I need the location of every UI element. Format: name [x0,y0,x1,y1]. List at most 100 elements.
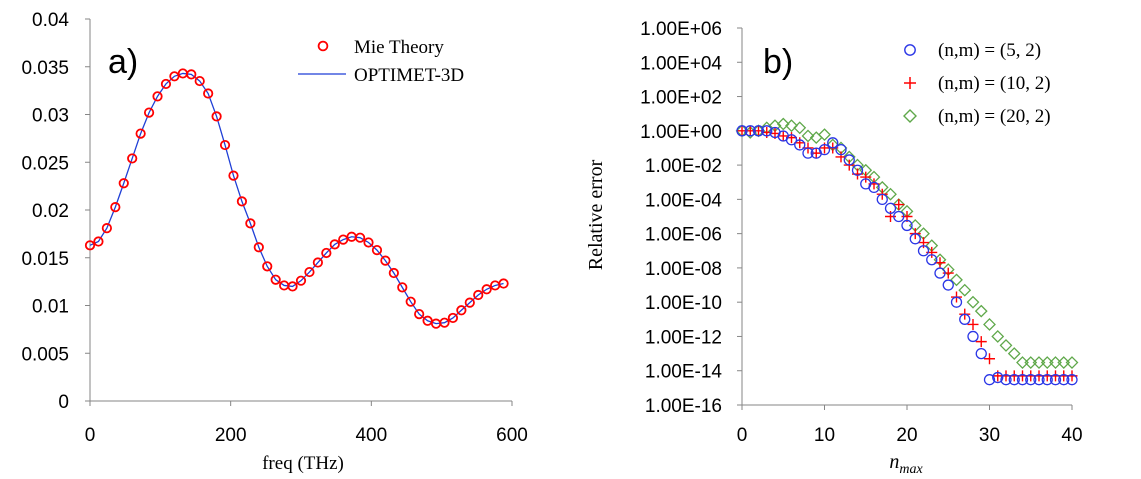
panel-b-y-axis-title: Relative error [585,159,607,270]
panel-a-x-tick-labels: 0 200 400 600 [85,425,528,446]
panel-b-x-tick-label: 10 [814,425,835,446]
series-5-2-point [1058,374,1070,386]
mie-theory-point [363,237,374,248]
series-5-2-point [794,139,806,151]
series-5-2-point [761,125,773,137]
mie-theory-point [110,202,121,213]
panel-b-y-tick-labels: 1.00E+06 1.00E+04 1.00E+02 1.00E+00 1.00E-02… [640,19,722,417]
series-5-2-point [851,164,864,176]
mie-theory-point [354,232,366,243]
series-5-2-point [942,279,954,291]
series-5-2-point [818,143,831,156]
panel-b-y-tick-label: 1.00E-16 [645,396,722,417]
panel-a-plot [84,68,509,329]
mie-theory-point [160,78,172,90]
series-5-2-point [884,202,897,214]
series-20-2-point [776,117,790,131]
series-5-2-point [736,125,748,137]
series-5-2-point [975,347,987,360]
panel-a-x-axis-title: freq (THz) [262,453,344,474]
mie-theory-point [186,69,197,80]
mie-theory-point [93,236,104,247]
mie-theory-point [498,278,509,289]
series-20-2-point [966,295,980,309]
mie-theory-point [169,71,180,82]
series-20-2-point [818,128,831,142]
series-5-2-point [967,330,979,343]
mie-theory-point [270,274,281,285]
mie-theory-point [287,281,298,292]
legend-mie-marker [317,40,329,52]
series-5-2-point [1025,374,1037,386]
series-5-2-point [868,181,880,194]
series-20-2-point [950,273,963,287]
mie-theory-point [439,317,450,328]
panel-a-x-tick-label: 200 [215,425,247,446]
panel-a-x-tick-label: 0 [85,425,96,446]
panel-b: 1.00E+06 1.00E+04 1.00E+02 1.00E+00 1.00E-02… [585,19,1083,477]
panel-b-x-axis-title: nmax [889,451,923,477]
mie-theory-point [304,266,315,278]
series-20-2-point [785,119,798,133]
panel-b-y-tick-label: 1.00E-02 [645,156,722,177]
panel-b-x-tick-labels: 0 10 20 30 40 [737,425,1083,446]
mie-theory-point [388,267,399,279]
series-20-2-point [801,129,815,143]
mie-theory-point [236,196,248,207]
series-5-2-point [744,125,756,137]
panel-a-legend: Mie Theory OPTIMET-3D [298,37,464,86]
mie-theory-point [135,128,146,139]
series-5-2-point [1066,374,1078,386]
mie-theory-point [414,308,425,320]
mie-theory-point [152,91,163,102]
mie-theory-point [211,111,222,122]
series-5-2-point [992,371,1004,384]
series-10-2-point [984,353,995,365]
series-20-2-point [1040,356,1054,369]
panel-a-axes [85,18,513,406]
mie-theory-point [219,139,231,151]
panel-a-y-tick-label: 0.02 [32,201,69,222]
series-5-2-point [1000,374,1012,386]
series-5-2-point [785,134,798,146]
legend-10-2-marker [904,77,916,89]
series-20-2-point [999,338,1013,352]
panel-b-x-axis-title-main: n [889,451,899,473]
panel-b-y-tick-label: 1.00E-04 [645,190,723,211]
series-5-2-point [876,193,888,206]
panel-a-label: a) [108,43,138,81]
legend-optimet-label: OPTIMET-3D [354,65,464,86]
mie-theory-point [143,107,155,118]
panel-a-x-tick-label: 400 [355,425,387,446]
panel-a-y-tick-labels: 0 0.005 0.01 0.015 0.02 0.025 0.03 0.035 0.04 [21,10,69,413]
series-10-2-point [777,130,789,142]
panel-b-label: b) [763,43,793,81]
panel-b-y-tick-label: 1.00E+06 [640,19,722,40]
series-5-2-point [893,210,905,223]
mie-theory-point [194,75,205,87]
mie-theory-point [295,275,307,286]
mie-theory-point [405,296,416,307]
series-20-2-point [1049,356,1062,369]
panel-b-y-tick-label: 1.00E-10 [645,293,722,314]
mie-theory-point [245,218,256,229]
mie-theory-point [312,257,323,268]
series-5-2-point [983,374,996,386]
series-10-2-point [967,318,979,330]
series-5-2-point [917,245,930,257]
legend-5-2-marker [904,44,916,56]
panel-a-x-tick-label: 600 [496,425,528,446]
panel-a-y-tick-label: 0.035 [21,58,69,79]
legend-mie-label: Mie Theory [354,37,444,58]
panel-a-y-tick-label: 0.005 [21,344,69,365]
panel-b-y-tick-label: 1.00E+02 [640,88,722,109]
panel-b-axes [737,27,1073,410]
panel-b-legend: (n,m) = (5, 2) (n,m) = (10, 2) (n,m) = (… [903,40,1051,127]
mie-theory-point [262,261,273,272]
series-20-2-point [991,330,1005,343]
series-5-2-point [1049,374,1062,386]
series-20-2-point [983,318,996,331]
series-5-2-point [934,267,946,279]
panel-b-x-axis-title-sub: max [899,462,923,477]
